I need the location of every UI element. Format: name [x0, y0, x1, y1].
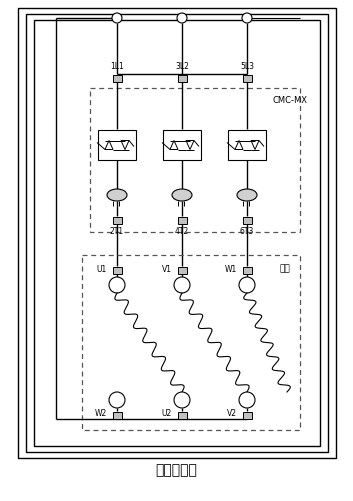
Bar	[178, 267, 186, 274]
Circle shape	[239, 277, 255, 293]
Circle shape	[174, 392, 190, 408]
Circle shape	[109, 392, 125, 408]
Circle shape	[242, 13, 252, 23]
Text: W2: W2	[95, 409, 107, 418]
Text: 4T2: 4T2	[175, 227, 189, 236]
Polygon shape	[170, 140, 178, 149]
Text: V2: V2	[227, 409, 237, 418]
Polygon shape	[121, 140, 129, 149]
Text: U2: U2	[162, 409, 172, 418]
Bar	[243, 75, 251, 82]
Bar	[113, 75, 121, 82]
Ellipse shape	[172, 189, 192, 201]
Text: 3L2: 3L2	[175, 62, 189, 71]
Text: 三角形内接: 三角形内接	[156, 463, 197, 477]
Ellipse shape	[237, 189, 257, 201]
Polygon shape	[105, 140, 113, 149]
Text: W1: W1	[225, 265, 237, 274]
Polygon shape	[235, 140, 243, 149]
Bar	[113, 411, 121, 418]
Circle shape	[174, 277, 190, 293]
Bar	[34, 20, 320, 446]
Bar	[90, 88, 300, 232]
Bar	[243, 411, 251, 418]
Bar	[98, 130, 136, 160]
Circle shape	[239, 392, 255, 408]
Ellipse shape	[107, 189, 127, 201]
Bar	[113, 216, 121, 223]
Bar	[82, 255, 300, 430]
Bar	[243, 267, 251, 274]
Bar	[243, 216, 251, 223]
Bar	[26, 14, 328, 452]
Text: 5L3: 5L3	[240, 62, 254, 71]
Text: 1L1: 1L1	[110, 62, 124, 71]
Bar	[178, 216, 186, 223]
Bar	[113, 267, 121, 274]
Circle shape	[112, 13, 122, 23]
Text: 6T3: 6T3	[240, 227, 254, 236]
Text: 2T1: 2T1	[110, 227, 124, 236]
Bar	[163, 130, 201, 160]
Text: U1: U1	[97, 265, 107, 274]
Text: CMC-MX: CMC-MX	[273, 96, 307, 105]
Circle shape	[177, 13, 187, 23]
Polygon shape	[251, 140, 259, 149]
Circle shape	[109, 277, 125, 293]
Text: V1: V1	[162, 265, 172, 274]
Bar	[18, 8, 336, 458]
Bar	[178, 75, 186, 82]
Bar	[228, 130, 266, 160]
Text: 电机: 电机	[280, 265, 291, 274]
Bar	[178, 411, 186, 418]
Polygon shape	[186, 140, 194, 149]
